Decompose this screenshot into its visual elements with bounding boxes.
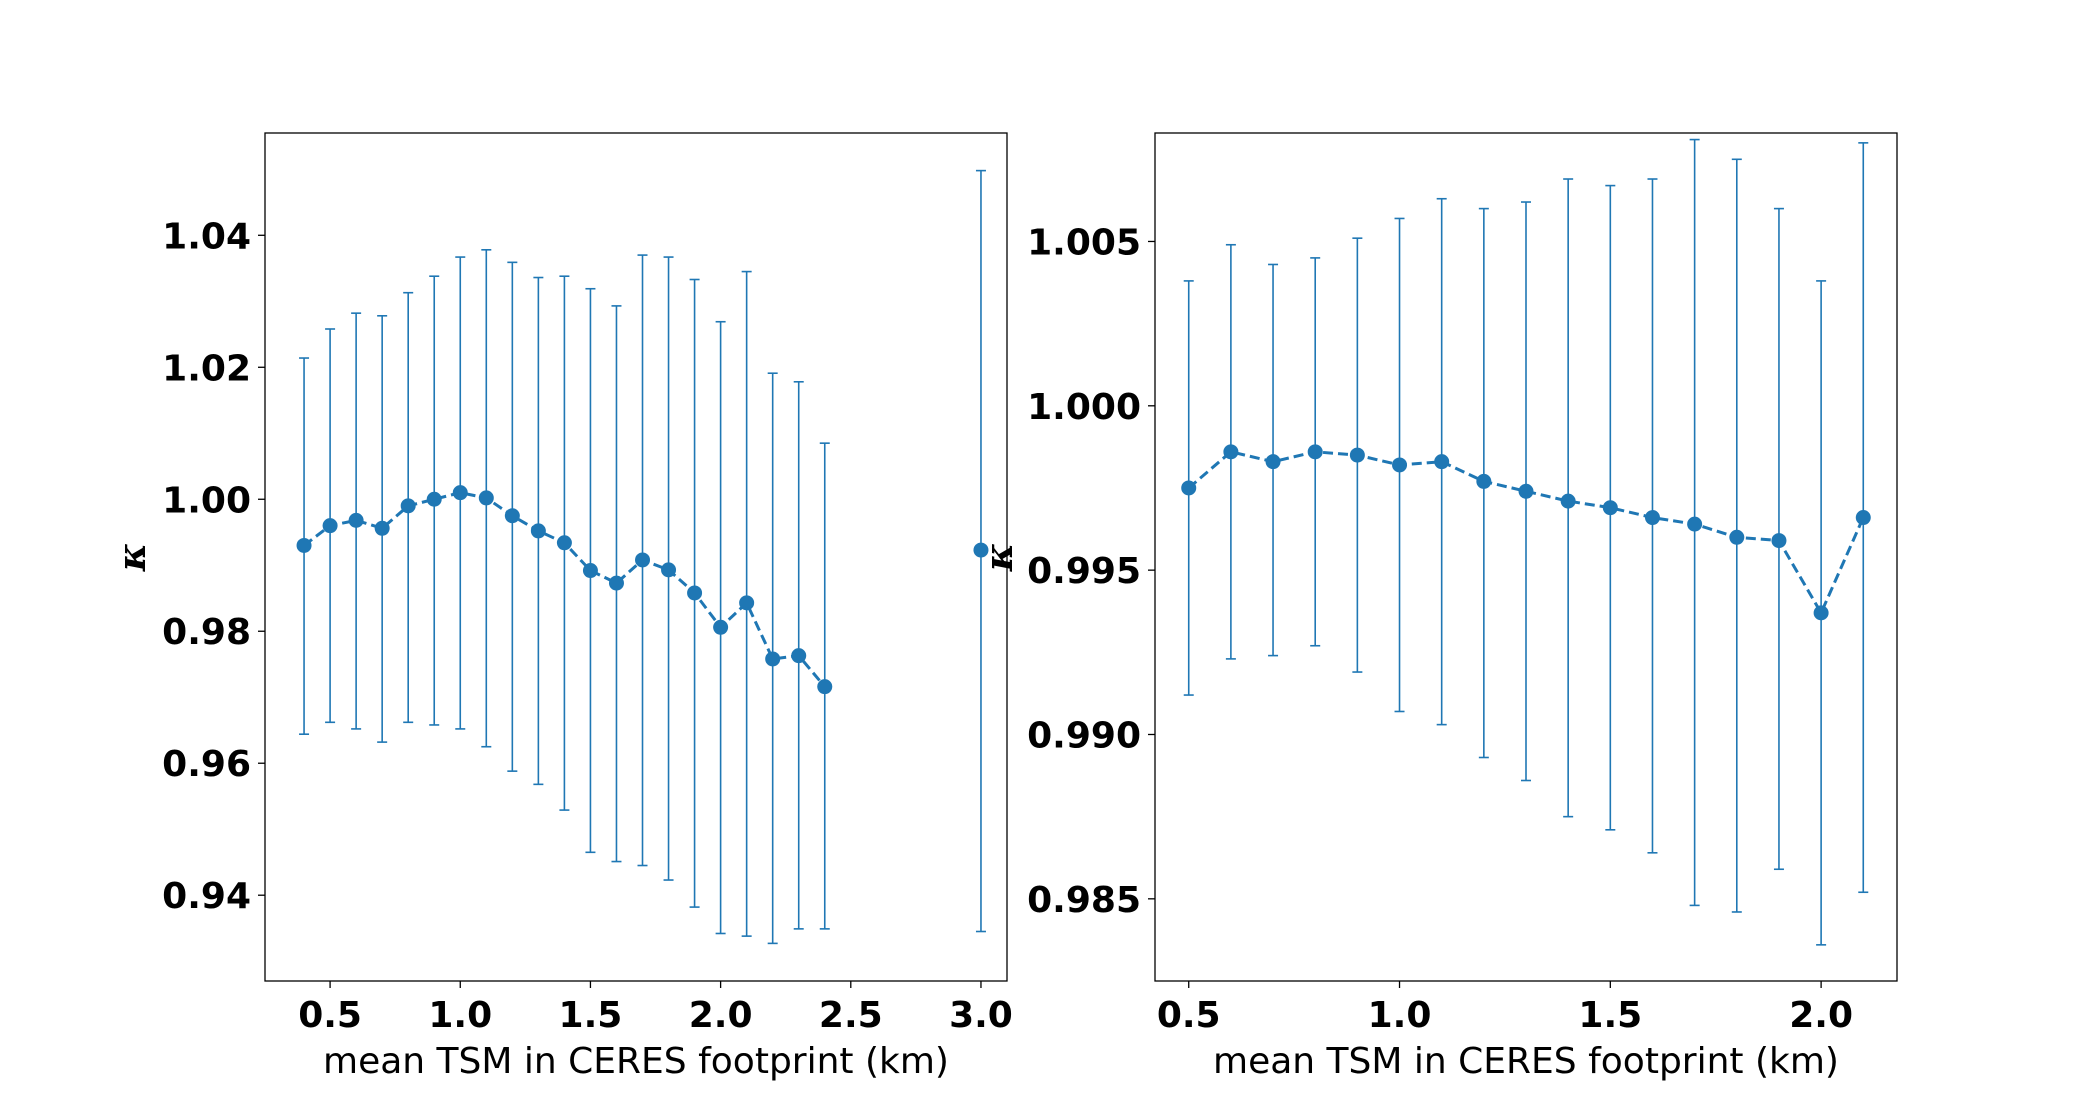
data-point — [1181, 480, 1197, 496]
x-tick-label: 0.5 — [1157, 995, 1221, 1036]
data-point — [452, 485, 468, 501]
data-point — [1687, 516, 1703, 532]
data-point — [713, 619, 729, 635]
x-tick-label: 2.5 — [819, 995, 883, 1036]
y-tick-label: 1.00 — [162, 480, 251, 521]
y-tick-label: 1.04 — [162, 216, 251, 257]
x-tick-label: 0.5 — [298, 995, 362, 1036]
y-tick-label: 0.96 — [162, 744, 251, 785]
left-panel: 0.5 1.0 1.5 2.0 2.5 3.0 0.94 0.96 0.98 1.00 1.02 1.… — [109, 132, 1013, 1082]
data-point — [1223, 444, 1239, 460]
y-tick-label: 1.005 — [1027, 222, 1141, 263]
series-line — [1187, 450, 1865, 617]
data-point — [426, 491, 442, 507]
data-point — [1602, 500, 1618, 516]
data-point — [661, 562, 677, 578]
data-point — [973, 542, 989, 558]
data-point — [1392, 457, 1408, 473]
x-tick-label: 1.5 — [1578, 995, 1642, 1036]
data-point — [478, 490, 494, 506]
y-tick-label: 0.94 — [162, 876, 251, 917]
data-point — [322, 518, 338, 534]
data-point — [348, 512, 364, 528]
data-point — [556, 535, 572, 551]
data-point — [635, 552, 651, 568]
data-point — [1434, 454, 1450, 470]
axes-frame — [1154, 132, 1898, 982]
data-point — [530, 523, 546, 539]
y-tick-label: 0.990 — [1027, 715, 1141, 756]
y-tick-label: 0.995 — [1027, 551, 1141, 592]
data-point — [504, 508, 520, 524]
data-point — [765, 651, 781, 667]
x-tick-label: 1.5 — [559, 995, 623, 1036]
data-point — [1518, 483, 1534, 499]
data-point — [687, 585, 703, 601]
y-tick-label: 0.98 — [162, 612, 251, 653]
data-point — [296, 537, 312, 553]
x-tick-label: 1.0 — [428, 995, 492, 1036]
data-point — [582, 563, 598, 579]
data-point — [1771, 533, 1787, 549]
data-point — [1560, 493, 1576, 509]
right-panel: 0.5 1.0 1.5 2.0 0.985 0.990 0.995 1.000 1.005 mea… — [976, 132, 1898, 1082]
data-point — [791, 648, 807, 664]
x-tick-label: 1.0 — [1368, 995, 1432, 1036]
y-axis-label: κ — [109, 543, 154, 572]
data-point — [608, 575, 624, 591]
data-point — [1813, 605, 1829, 621]
data-point — [1644, 510, 1660, 526]
data-point — [1307, 444, 1323, 460]
data-point — [1855, 510, 1871, 526]
data-point — [400, 498, 416, 514]
data-point — [1476, 473, 1492, 489]
y-tick-label: 0.985 — [1027, 880, 1141, 921]
data-point — [374, 520, 390, 536]
x-tick-label: 2.0 — [1789, 995, 1853, 1036]
data-point — [739, 595, 755, 611]
axes-frame — [264, 132, 1008, 982]
y-tick-label: 1.02 — [162, 348, 251, 389]
x-axis-label: mean TSM in CERES footprint (km) — [1213, 1041, 1839, 1082]
data-point — [1265, 454, 1281, 470]
data-point — [817, 679, 833, 695]
x-axis-label: mean TSM in CERES footprint (km) — [323, 1041, 949, 1082]
y-tick-label: 1.000 — [1027, 387, 1141, 428]
x-tick-label: 3.0 — [949, 995, 1013, 1036]
data-point — [1349, 447, 1365, 463]
data-point — [1729, 529, 1745, 545]
y-axis-label: κ — [976, 543, 1021, 572]
x-tick-label: 2.0 — [689, 995, 753, 1036]
